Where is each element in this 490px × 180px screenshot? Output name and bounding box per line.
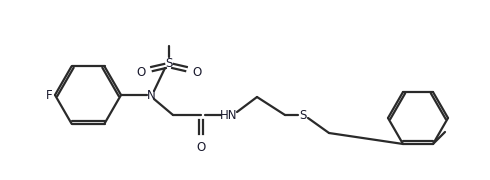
Text: O: O [196,141,206,154]
Text: S: S [165,57,172,69]
Text: N: N [147,89,155,102]
Text: O: O [137,66,146,78]
Text: O: O [192,66,201,78]
Text: F: F [46,89,52,102]
Text: HN: HN [220,109,238,122]
Text: S: S [299,109,307,122]
